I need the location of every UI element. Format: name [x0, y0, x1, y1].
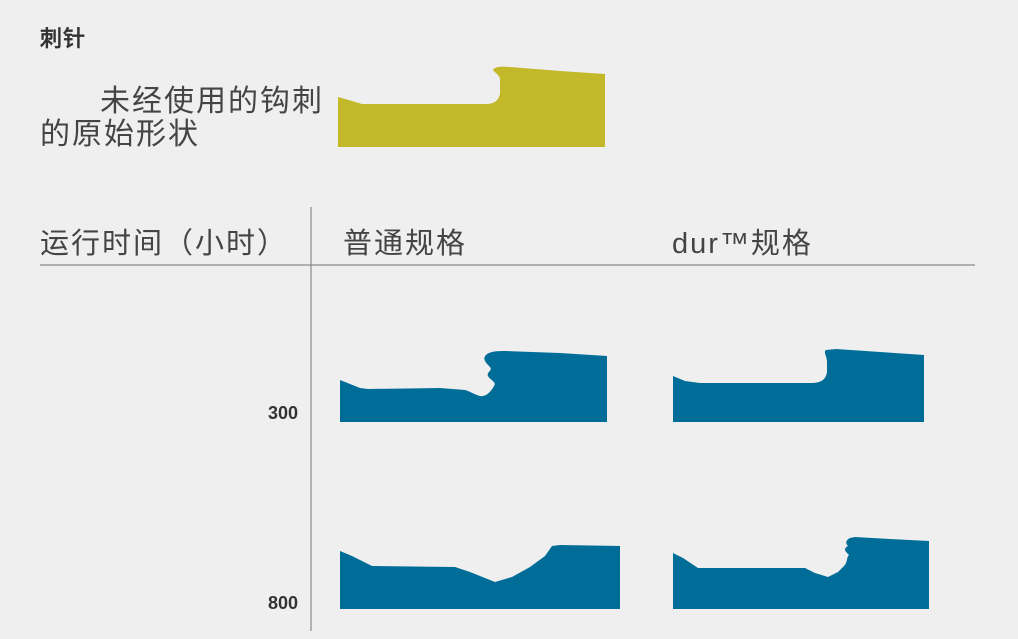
- row-label-800-hours: 800: [267, 593, 298, 613]
- header-runtime-hours: 运行时间（小时）: [40, 228, 289, 260]
- dur-hook-800h-shape: [673, 537, 929, 609]
- standard-hook-300h-shape: [340, 351, 607, 422]
- dur-hook-300h-shape: [673, 349, 924, 422]
- original-shape-caption-line-2: 的原始形状: [40, 118, 200, 151]
- header-standard-spec: 普通规格: [343, 228, 468, 260]
- header-dur-spec: dur™规格: [672, 228, 813, 260]
- original-shape-caption-line-1: 未经使用的钩刺: [100, 85, 324, 118]
- diagram-title: 刺针: [40, 26, 87, 51]
- row-label-300-hours: 300: [267, 403, 298, 423]
- original-hook-shape: [338, 66, 605, 147]
- standard-hook-800h-shape: [340, 545, 620, 609]
